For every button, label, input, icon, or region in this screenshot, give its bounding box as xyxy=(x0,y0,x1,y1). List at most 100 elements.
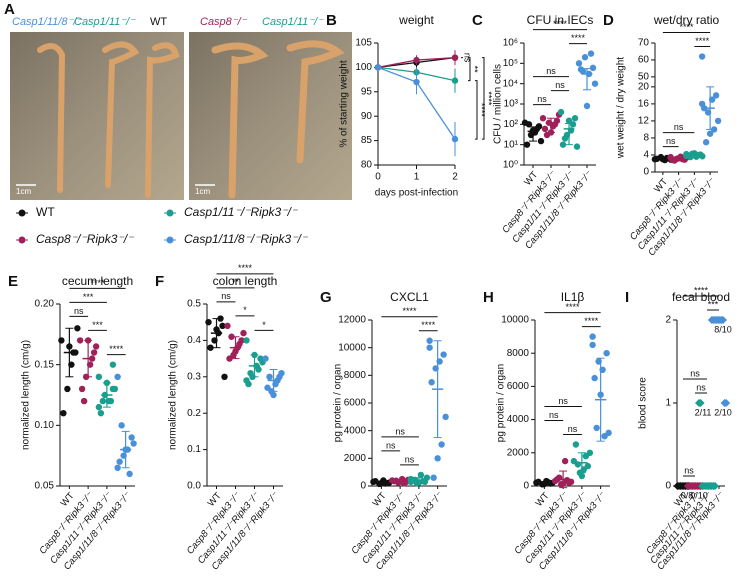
chart-title: colon length xyxy=(213,274,278,288)
data-point xyxy=(417,471,425,479)
data-point xyxy=(126,470,133,478)
y-axis-label: pg protein / organ xyxy=(496,364,507,442)
data-point xyxy=(130,440,137,447)
y-tick-label: 8000 xyxy=(344,370,367,381)
data-point xyxy=(667,153,674,161)
comparison-label: ns xyxy=(386,440,396,450)
y-axis-label: normalized length (cm/g) xyxy=(21,340,32,450)
legend-label: Casp1/11⁻/⁻Ripk3⁻/⁻ xyxy=(184,205,299,219)
data-point xyxy=(539,115,547,122)
comparison-label: **** xyxy=(584,316,599,326)
data-point xyxy=(583,102,591,110)
y-axis-label: pg protein / organ xyxy=(333,364,344,442)
colon-specimens xyxy=(37,40,345,199)
y-tick-label: 1 xyxy=(665,398,671,409)
data-point xyxy=(575,60,583,67)
y-tick-label: 10⁰ xyxy=(503,160,518,171)
data-point xyxy=(523,141,531,148)
comparison-label: ns xyxy=(568,424,578,434)
data-point xyxy=(270,391,277,399)
data-point xyxy=(589,64,597,72)
y-tick-label: 0.05 xyxy=(35,481,55,492)
x-tick-label: 0 xyxy=(375,172,381,183)
value-label: 8/10 xyxy=(714,324,732,334)
data-point xyxy=(578,472,586,480)
y-tick-label: 60 xyxy=(638,55,650,66)
data-point xyxy=(573,143,581,150)
y-tick-label: 10¹ xyxy=(504,139,519,150)
y-tick-label: 70 xyxy=(638,38,650,49)
data-point xyxy=(525,121,533,128)
y-axis-label: normalized length (cm/g) xyxy=(168,340,179,450)
comparison-label: ns xyxy=(666,136,676,146)
data-point xyxy=(226,355,233,362)
data-point xyxy=(587,50,595,57)
y-tick-label: 0.3 xyxy=(187,371,201,382)
data-point xyxy=(589,341,596,349)
data-point xyxy=(78,385,86,393)
comparison-label: **** xyxy=(571,33,586,43)
y-tick-label: 10000 xyxy=(501,315,529,326)
panel-letter: G xyxy=(320,289,332,306)
comparison-label: **** xyxy=(695,36,710,46)
data-point xyxy=(714,117,722,125)
y-tick-label: 100 xyxy=(355,62,372,73)
data-point xyxy=(219,322,226,330)
comparison-label: *** xyxy=(92,320,103,330)
y-tick-label: 4000 xyxy=(344,425,367,436)
legend-marker xyxy=(166,236,174,244)
data-point xyxy=(451,77,459,84)
comparison-label: **** xyxy=(238,263,253,273)
data-point xyxy=(116,458,123,465)
data-point xyxy=(99,397,107,405)
data-point xyxy=(97,410,105,417)
data-point xyxy=(535,478,542,486)
y-tick-label: 85 xyxy=(361,135,373,146)
y-tick-label: 2 xyxy=(665,315,671,326)
x-tick-label: 2 xyxy=(452,172,458,183)
y-axis-label: wet weight / dry weight xyxy=(616,57,627,159)
legend-label: WT xyxy=(36,205,55,219)
comparison-label: ns xyxy=(674,122,684,132)
y-tick-label: 0.5 xyxy=(187,299,201,310)
data-point xyxy=(711,482,719,490)
y-tick-label: 8000 xyxy=(507,348,530,359)
specimen-label: Casp1/11/8⁻/⁻ xyxy=(12,16,83,28)
y-tick-label: 12000 xyxy=(338,315,366,326)
data-point xyxy=(80,397,88,405)
comparison-label: * xyxy=(262,320,266,330)
y-tick-label: 95 xyxy=(361,86,373,97)
comparison-label: *** xyxy=(83,292,94,302)
data-point xyxy=(224,322,231,330)
data-point xyxy=(243,337,250,344)
data-point xyxy=(591,80,599,87)
data-point xyxy=(262,355,269,362)
y-tick-label: 80 xyxy=(361,160,373,171)
chart-title: cecum length xyxy=(62,274,133,288)
specimen-label: Casp1/11⁻/⁻ xyxy=(74,16,136,28)
chart-title: weight xyxy=(398,13,434,27)
y-tick-label: 0.0 xyxy=(187,481,201,492)
comparison-label: ns xyxy=(549,410,559,420)
y-tick-label: 0.2 xyxy=(187,408,201,419)
y-tick-label: 0 xyxy=(665,481,671,492)
data-point xyxy=(719,316,727,324)
y-tick-label: 0.4 xyxy=(187,335,201,346)
y-tick-label: 6000 xyxy=(344,398,367,409)
y-tick-label: 12 xyxy=(638,116,650,127)
panel-letter: B xyxy=(326,12,337,29)
comparison-bracket xyxy=(468,57,471,82)
y-tick-label: 2000 xyxy=(344,453,367,464)
data-point xyxy=(426,337,433,344)
data-point xyxy=(559,141,567,148)
y-tick-label: 50 xyxy=(638,72,650,83)
data-point xyxy=(601,433,608,440)
data-point xyxy=(589,333,596,340)
data-point xyxy=(128,434,135,441)
data-point xyxy=(537,137,545,145)
data-point xyxy=(255,366,262,373)
data-point xyxy=(572,441,580,448)
comparison-label: ns xyxy=(696,382,706,392)
comparison-bracket xyxy=(475,80,478,140)
